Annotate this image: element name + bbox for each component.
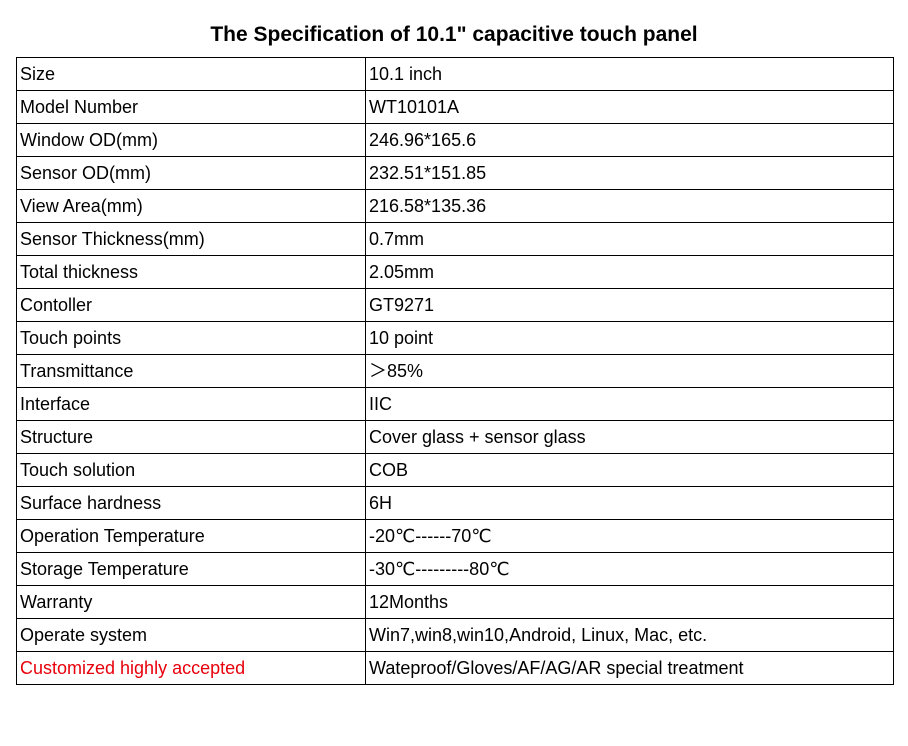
table-row: Structure Cover glass + sensor glass — [16, 420, 894, 454]
table-row: Touch solution COB — [16, 453, 894, 487]
spec-value: 6H — [365, 486, 894, 520]
spec-label-highlighted: Customized highly accepted — [16, 651, 366, 685]
spec-label: Operation Temperature — [16, 519, 366, 553]
spec-value: GT9271 — [365, 288, 894, 322]
spec-value: Cover glass + sensor glass — [365, 420, 894, 454]
table-row: Contoller GT9271 — [16, 288, 894, 322]
table-row: Transmittance ＞85% — [16, 354, 894, 388]
spec-label: Touch solution — [16, 453, 366, 487]
specification-table-body: Size 10.1 inch Model Number WT10101A Win… — [16, 57, 894, 685]
spec-value: COB — [365, 453, 894, 487]
table-row: Operate system Win7,win8,win10,Android, … — [16, 618, 894, 652]
spec-value: 10 point — [365, 321, 894, 355]
table-row: Sensor OD(mm) 232.51*151.85 — [16, 156, 894, 190]
spec-value: IIC — [365, 387, 894, 421]
table-row: View Area(mm) 216.58*135.36 — [16, 189, 894, 223]
spec-value: 246.96*165.6 — [365, 123, 894, 157]
spec-value: 216.58*135.36 — [365, 189, 894, 223]
table-row: Storage Temperature -30℃---------80℃ — [16, 552, 894, 586]
spec-label: View Area(mm) — [16, 189, 366, 223]
spec-label: Sensor OD(mm) — [16, 156, 366, 190]
spec-label: Transmittance — [16, 354, 366, 388]
spec-value: 2.05mm — [365, 255, 894, 289]
spec-value: -20℃------70℃ — [365, 519, 894, 553]
spec-value: 12Months — [365, 585, 894, 619]
table-row: Operation Temperature -20℃------70℃ — [16, 519, 894, 553]
spec-label: Surface hardness — [16, 486, 366, 520]
spec-value: WT10101A — [365, 90, 894, 124]
spec-label: Total thickness — [16, 255, 366, 289]
spec-value: Win7,win8,win10,Android, Linux, Mac, etc… — [365, 618, 894, 652]
table-row: Interface IIC — [16, 387, 894, 421]
spec-label: Interface — [16, 387, 366, 421]
page-title: The Specification of 10.1" capacitive to… — [210, 23, 698, 46]
spec-value: 10.1 inch — [365, 57, 894, 91]
spec-label: Storage Temperature — [16, 552, 366, 586]
spec-value: 0.7mm — [365, 222, 894, 256]
table-row: Total thickness 2.05mm — [16, 255, 894, 289]
table-row: Window OD(mm) 246.96*165.6 — [16, 123, 894, 157]
table-row: Customized highly accepted Wateproof/Glo… — [16, 651, 894, 685]
spec-value: 232.51*151.85 — [365, 156, 894, 190]
spec-value: ＞85% — [365, 354, 894, 388]
table-row: Model Number WT10101A — [16, 90, 894, 124]
table-row: Touch points 10 point — [16, 321, 894, 355]
specification-table: Size 10.1 inch Model Number WT10101A Win… — [16, 57, 894, 685]
spec-label: Structure — [16, 420, 366, 454]
table-row: Sensor Thickness(mm) 0.7mm — [16, 222, 894, 256]
spec-label: Sensor Thickness(mm) — [16, 222, 366, 256]
spec-label: Operate system — [16, 618, 366, 652]
spec-value: Wateproof/Gloves/AF/AG/AR special treatm… — [365, 651, 894, 685]
spec-label: Window OD(mm) — [16, 123, 366, 157]
spec-value: -30℃---------80℃ — [365, 552, 894, 586]
spec-label: Model Number — [16, 90, 366, 124]
table-row: Warranty 12Months — [16, 585, 894, 619]
table-row: Surface hardness 6H — [16, 486, 894, 520]
spec-label: Touch points — [16, 321, 366, 355]
spec-label: Contoller — [16, 288, 366, 322]
spec-label: Warranty — [16, 585, 366, 619]
table-row: Size 10.1 inch — [16, 57, 894, 91]
spec-label: Size — [16, 57, 366, 91]
